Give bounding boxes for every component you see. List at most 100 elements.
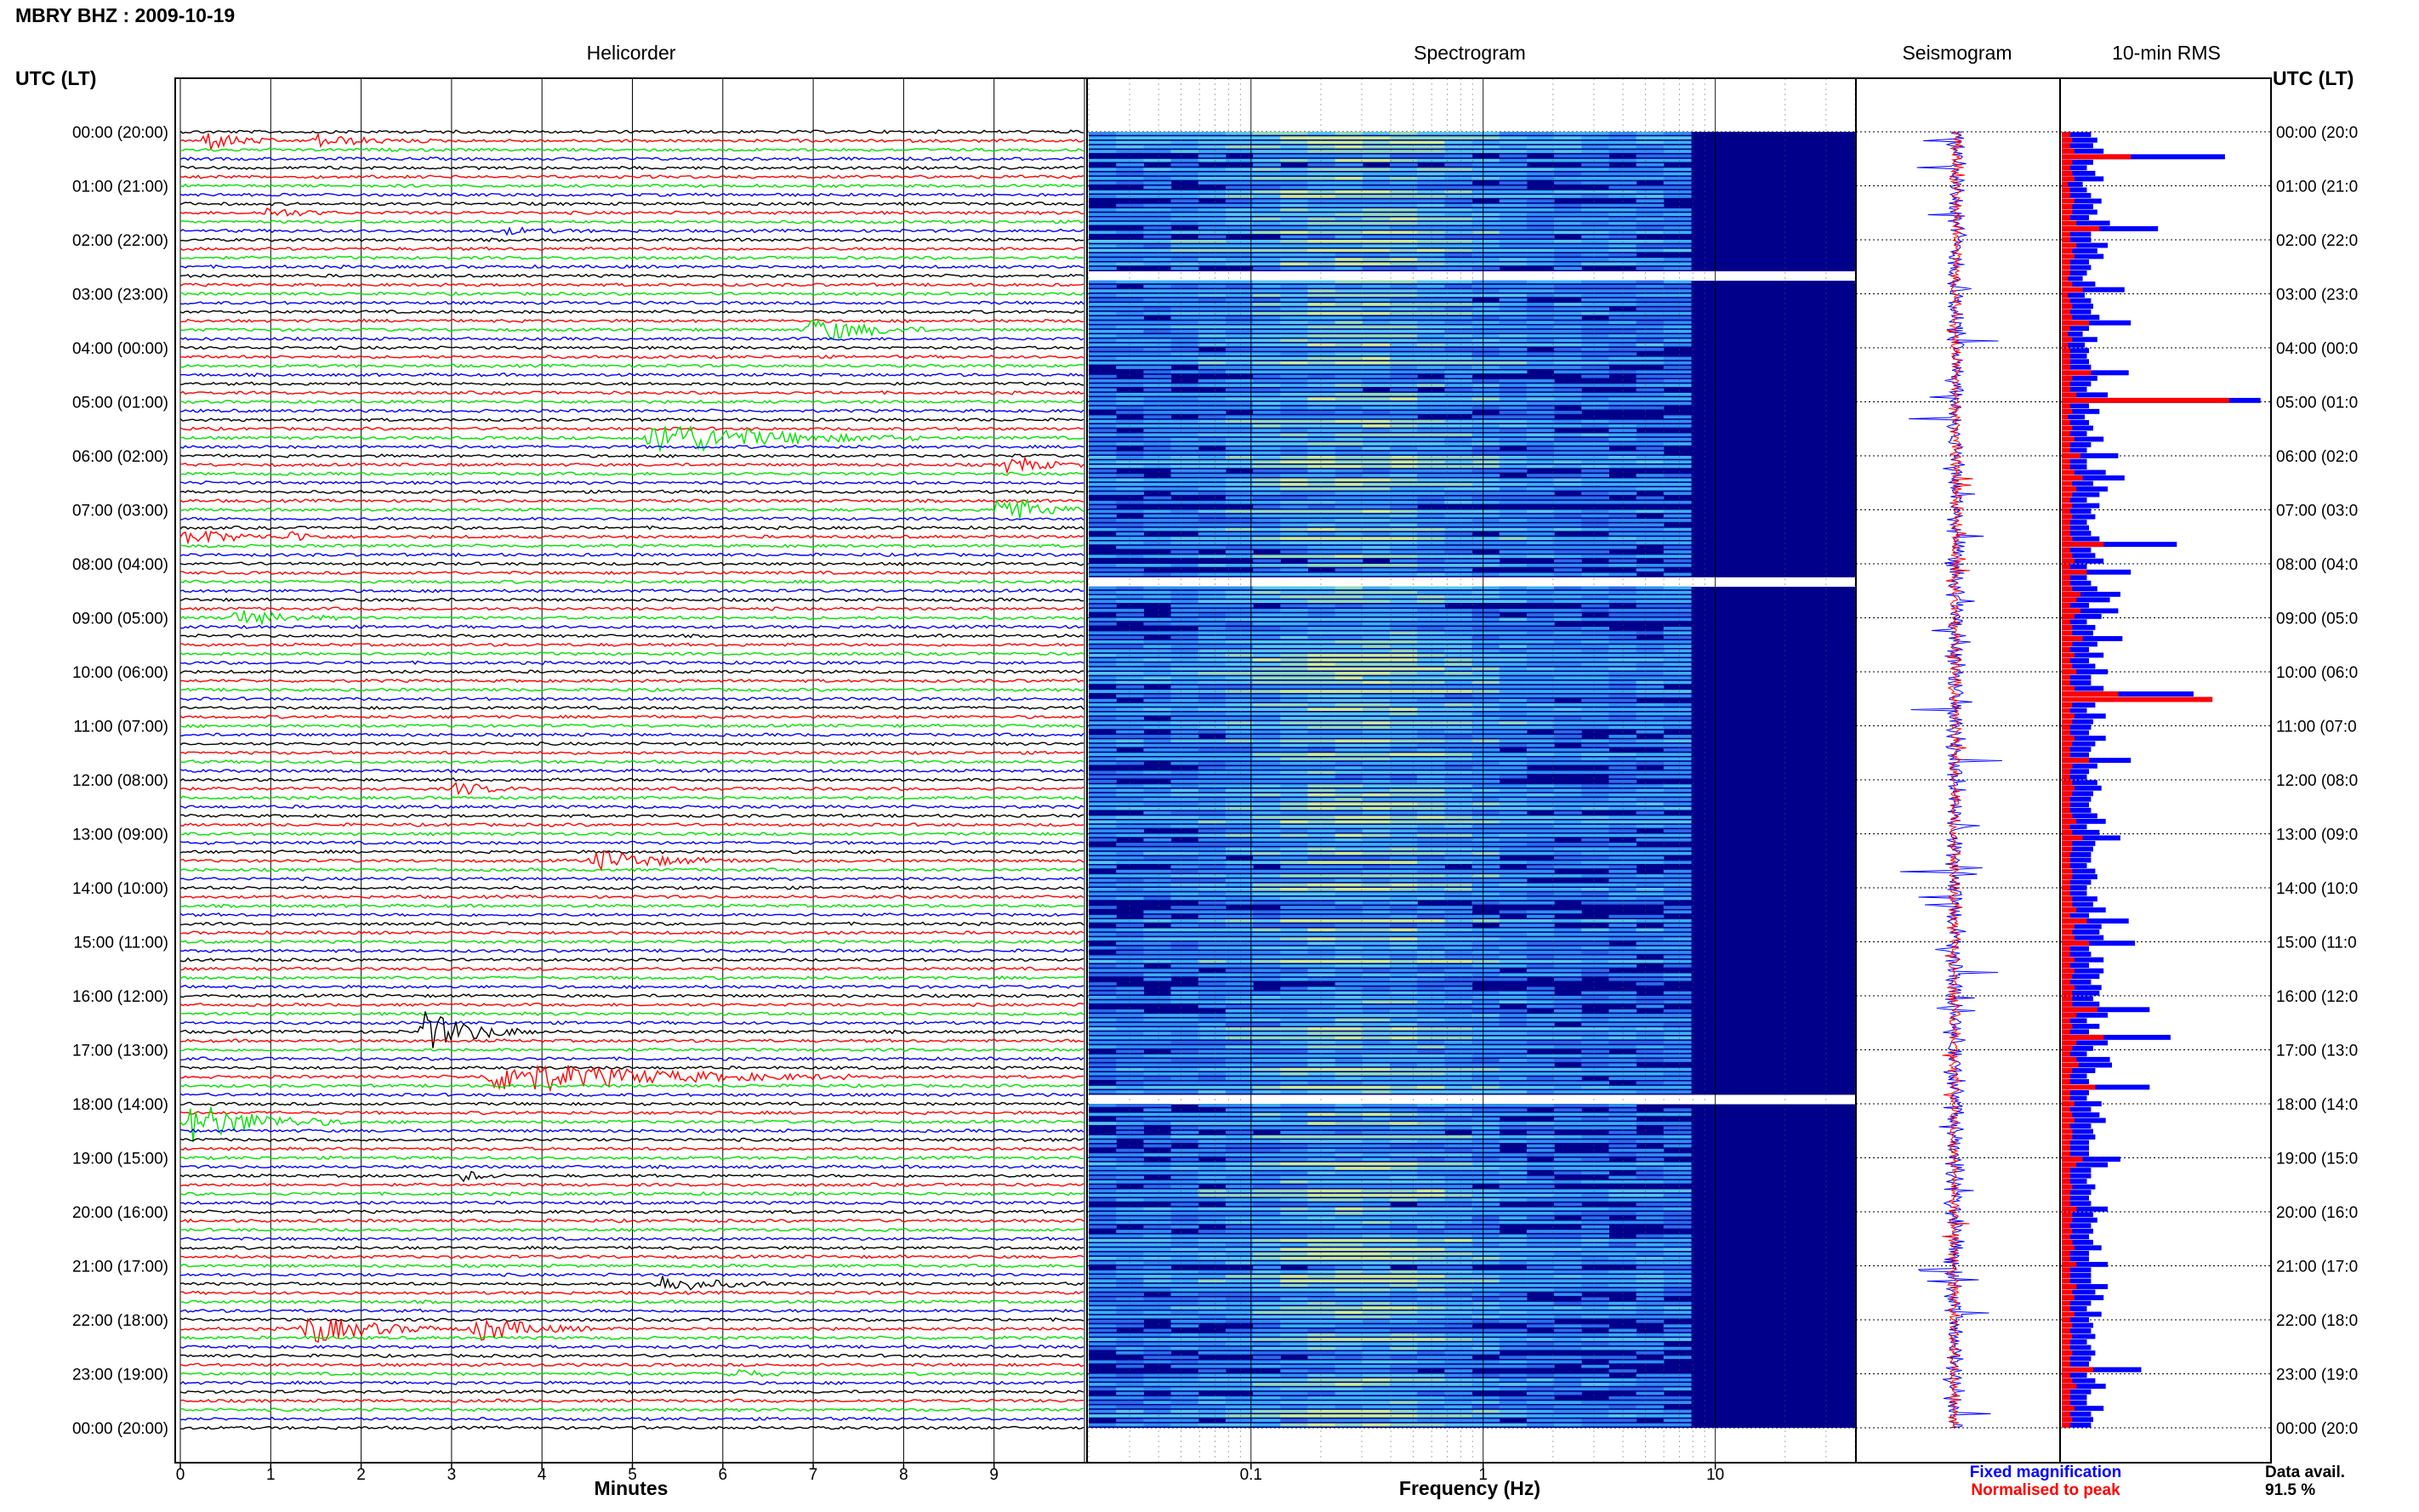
spectrogram-cell: [1444, 824, 1473, 828]
spectrogram-cell: [1116, 1081, 1144, 1085]
spectrogram-cell: [1198, 622, 1227, 626]
spectrogram-cell: [1225, 366, 1254, 369]
spectrogram-cell: [1663, 185, 1692, 190]
spectrogram-cell: [1170, 136, 1199, 139]
spectrogram-cell: [1554, 1162, 1582, 1166]
spectrogram-cell: [1143, 334, 1172, 338]
spectrogram-cell: [1636, 753, 1665, 756]
spectrogram-cell: [1417, 662, 1445, 667]
spectrogram-cell: [1170, 932, 1199, 936]
spectrogram-cell: [1335, 321, 1363, 324]
spectrogram-cell: [1280, 474, 1309, 477]
spectrogram-cell: [1116, 424, 1144, 428]
spectrogram-cell: [1225, 608, 1254, 612]
spectrogram-cell: [1362, 977, 1391, 981]
spectrogram-cell: [1307, 730, 1336, 734]
spectrogram-cell: [1608, 658, 1637, 662]
spectrogram-cell: [1608, 284, 1637, 288]
spectrogram-cell: [1636, 946, 1665, 950]
spectrogram-cell: [1198, 694, 1227, 698]
spectrogram-cell: [1307, 248, 1336, 253]
helicorder-trace: [179, 723, 1084, 729]
spectrogram-cell: [1390, 672, 1418, 675]
spectrogram-cell: [1307, 195, 1336, 198]
spectrogram-cell: [1581, 1027, 1609, 1031]
spectrogram-cell: [1089, 892, 1117, 895]
spectrogram-cell: [1471, 1153, 1500, 1157]
spectrogram-cell: [1581, 685, 1609, 689]
spectrogram-cell: [1253, 730, 1281, 734]
spectrogram-cell: [1471, 433, 1500, 437]
spectrogram-cell: [1335, 545, 1363, 549]
spectrogram-cell: [1526, 932, 1555, 936]
spectrogram-cell: [1307, 1090, 1336, 1094]
spectrogram-cell: [1390, 469, 1418, 473]
spectrogram-cell: [1526, 996, 1555, 999]
spectrogram-cell: [1335, 775, 1363, 779]
spectrogram-cell: [1663, 590, 1692, 594]
spectrogram-cell: [1335, 298, 1363, 302]
spectrogram-cell: [1663, 662, 1692, 667]
spectrogram-cell: [1198, 631, 1227, 635]
spectrogram-cell: [1280, 847, 1309, 851]
spectrogram-cell: [1608, 545, 1637, 549]
spectrogram-cell: [1526, 941, 1555, 946]
spectrogram-cell: [1554, 541, 1582, 545]
spectrogram-cell: [1444, 199, 1473, 203]
spectrogram-cell: [1417, 195, 1445, 198]
spectrogram-cell: [1335, 874, 1363, 878]
spectrogram-cell: [1335, 456, 1363, 459]
spectrogram-cell: [1089, 865, 1117, 869]
spectrogram-cell: [1253, 1014, 1281, 1017]
spectrogram-cell: [1116, 1054, 1144, 1058]
spectrogram-cell: [1417, 293, 1445, 298]
spectrogram-cell: [1335, 969, 1363, 972]
spectrogram-cell: [1636, 1081, 1665, 1085]
spectrogram-cell: [1608, 401, 1637, 406]
spectrogram-cell: [1636, 851, 1665, 855]
spectrogram-cell: [1116, 145, 1144, 149]
spectrogram-cell: [1554, 1067, 1582, 1071]
spectrogram-cell: [1417, 203, 1445, 207]
spectrogram-cell: [1225, 798, 1254, 801]
spectrogram-cell: [1362, 843, 1391, 846]
spectrogram-cell: [1198, 1117, 1227, 1121]
helicorder-trace: [179, 849, 1084, 855]
spectrogram-cell: [1417, 586, 1445, 590]
spectrogram-cell: [1307, 1049, 1336, 1054]
spectrogram-cell: [1444, 1148, 1473, 1152]
spectrogram-cell: [1554, 856, 1582, 860]
spectrogram-cell: [1143, 280, 1172, 284]
spectrogram-cell: [1362, 874, 1391, 878]
spectrogram-cell: [1554, 770, 1582, 775]
spectrogram-cell: [1170, 991, 1199, 995]
spectrogram-cell: [1608, 1162, 1637, 1166]
spectrogram-cell: [1636, 1036, 1665, 1040]
spectrogram-cell: [1307, 293, 1336, 298]
spectrogram-cell: [1089, 348, 1117, 351]
spectrogram-cell: [1335, 1207, 1363, 1211]
spectrogram-cell: [1526, 955, 1555, 959]
spectrogram-cell: [1335, 932, 1363, 936]
spectrogram-cell: [1636, 1054, 1665, 1058]
spectrogram-cell: [1417, 199, 1445, 203]
spectrogram-cell: [1390, 240, 1418, 243]
spectrogram-cell: [1198, 604, 1227, 608]
spectrogram-cell: [1499, 1175, 1528, 1179]
spectrogram-cell: [1471, 1225, 1500, 1229]
spectrogram-cell: [1362, 334, 1391, 338]
spectrogram-cell: [1335, 631, 1363, 635]
spectrogram-cell: [1362, 1063, 1391, 1067]
spectrogram-cell: [1253, 150, 1281, 153]
spectrogram-cell: [1225, 1004, 1254, 1009]
spectrogram-cell: [1636, 640, 1665, 644]
spectrogram-cell: [1116, 680, 1144, 685]
spectrogram-cell: [1444, 932, 1473, 936]
spectrogram-cell: [1554, 559, 1582, 563]
spectrogram-cell: [1390, 1040, 1418, 1044]
spectrogram-cell: [1499, 1067, 1528, 1071]
helicorder-trace: [179, 651, 1084, 657]
spectrogram-cell: [1444, 829, 1473, 833]
spectrogram-cell: [1253, 208, 1281, 212]
spectrogram-cell: [1335, 712, 1363, 716]
